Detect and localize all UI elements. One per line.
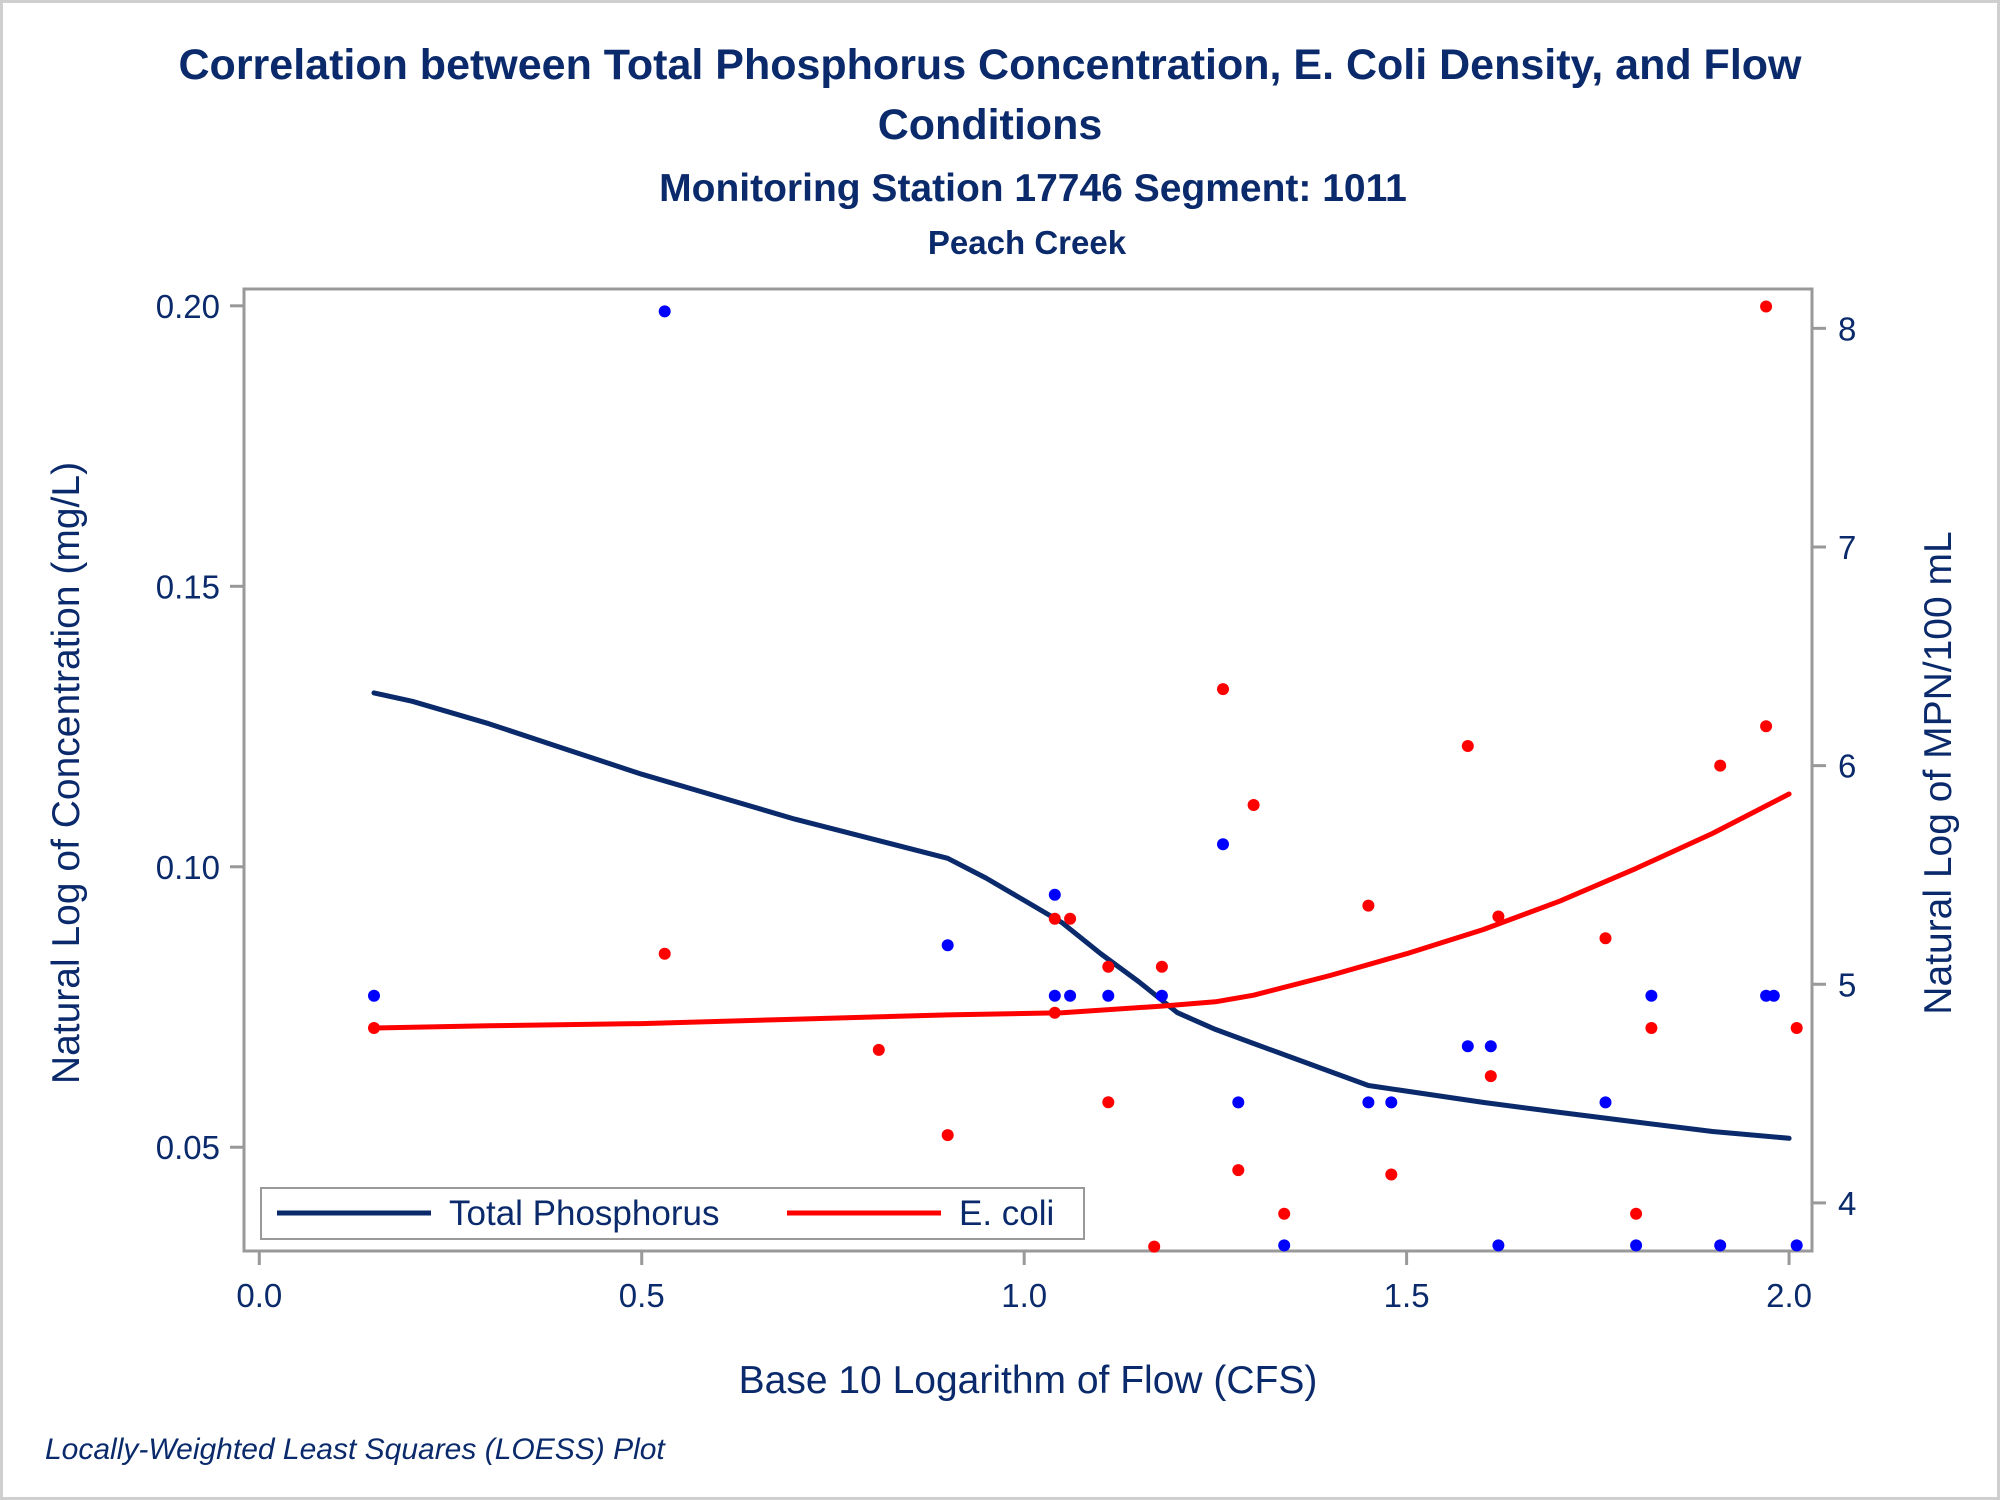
y2-tick-label: 6	[1838, 748, 1856, 785]
chart-subtitle: Monitoring Station 17746 Segment: 1011	[659, 167, 1407, 210]
ecoli-point	[1232, 1164, 1245, 1177]
ecoli-point	[1247, 799, 1260, 811]
x-axis: 0.0 0.5 1.0 1.5 2.0	[236, 1249, 1812, 1314]
plot-frame	[242, 287, 1814, 1253]
chart-title-line-1: Correlation between Total Phosphorus Con…	[179, 41, 1803, 89]
legend: Total Phosphorus E. coli	[260, 1187, 1085, 1240]
ecoli-point	[1645, 1022, 1658, 1034]
ecoli-point	[1760, 300, 1773, 313]
y-tick-label: 0.05	[156, 1129, 220, 1166]
ecoli-point	[1790, 1022, 1803, 1034]
x-tick-label: 1.5	[1384, 1277, 1430, 1314]
y2-tick-label: 7	[1838, 529, 1856, 566]
y-tick-label: 0.20	[156, 288, 220, 325]
legend-label-phosphorus: Total Phosphorus	[449, 1194, 719, 1233]
phosphorus-point	[368, 989, 380, 1002]
phosphorus-point	[1599, 1096, 1612, 1109]
phosphorus-point	[1630, 1239, 1643, 1252]
ecoli-point	[1148, 1240, 1161, 1253]
phosphorus-point	[941, 939, 954, 952]
phosphorus-point	[1232, 1096, 1245, 1109]
phosphorus-point	[658, 305, 671, 318]
phosphorus-point	[1217, 838, 1229, 851]
ecoli-point	[1492, 910, 1505, 923]
chart-svg: Correlation between Total Phosphorus Con…	[45, 41, 1960, 1466]
ecoli-point	[658, 947, 671, 960]
phosphorus-point	[1461, 1040, 1474, 1053]
legend-box	[260, 1187, 1085, 1240]
ecoli-point	[1362, 899, 1375, 912]
phosphorus-loess-line	[371, 690, 1792, 1141]
phosphorus-point	[1278, 1239, 1291, 1252]
chart-title-line-2: Conditions	[878, 101, 1103, 149]
phosphorus-point	[1155, 989, 1168, 1002]
phosphorus-point	[1645, 989, 1658, 1002]
ecoli-point	[1461, 740, 1474, 752]
phosphorus-point	[1048, 989, 1061, 1002]
x-axis-title: Base 10 Logarithm of Flow (CFS)	[739, 1359, 1318, 1402]
phosphorus-point	[1492, 1239, 1505, 1252]
ecoli-point	[1064, 912, 1077, 925]
ecoli-point	[1760, 720, 1773, 733]
y-tick-label: 0.15	[156, 568, 220, 605]
x-tick-label: 1.0	[1001, 1277, 1047, 1314]
phosphorus-point	[1484, 1040, 1497, 1053]
ecoli-point	[1155, 960, 1168, 973]
phosphorus-point	[1790, 1239, 1803, 1252]
ecoli-point	[1048, 912, 1061, 925]
phosphorus-point	[1385, 1096, 1398, 1109]
y2-tick-label: 8	[1838, 310, 1856, 347]
series-layer	[368, 300, 1803, 1253]
ecoli-loess-line	[371, 791, 1792, 1031]
y-axis-title: Natural Log of Concentration (mg/L)	[45, 462, 88, 1084]
ecoli-point	[1599, 932, 1612, 945]
x-tick-label: 0.0	[236, 1277, 282, 1314]
ecoli-point	[1278, 1207, 1291, 1220]
ecoli-point	[1484, 1070, 1497, 1083]
ecoli-point	[1630, 1207, 1643, 1220]
phosphorus-point	[1048, 888, 1061, 901]
ecoli-point	[1385, 1168, 1398, 1181]
legend-label-ecoli: E. coli	[959, 1194, 1054, 1233]
chart-subtitle-2: Peach Creek	[928, 224, 1127, 261]
ecoli-point	[1102, 960, 1115, 973]
y-axis-right: 4 5 6 7 8	[1812, 310, 1856, 1222]
footnote: Locally-Weighted Least Squares (LOESS) P…	[45, 1433, 666, 1466]
ecoli-point	[1048, 1006, 1061, 1019]
phosphorus-point	[1714, 1239, 1727, 1252]
y-axis-left: 0.05 0.10 0.15 0.20	[156, 288, 244, 1166]
phosphorus-point	[1362, 1096, 1375, 1109]
ecoli-point	[941, 1129, 954, 1142]
phosphorus-point	[1767, 989, 1780, 1002]
ecoli-point	[368, 1022, 380, 1034]
ecoli-point	[1102, 1096, 1115, 1109]
ecoli-point	[872, 1043, 885, 1056]
ecoli-point	[1714, 759, 1727, 772]
phosphorus-point	[1102, 989, 1115, 1002]
y2-axis-title: Natural Log of MPN/100 mL	[1917, 531, 1960, 1014]
x-tick-label: 2.0	[1766, 1277, 1812, 1314]
y-tick-label: 0.10	[156, 849, 220, 886]
phosphorus-point	[1064, 989, 1077, 1002]
y2-tick-label: 5	[1838, 966, 1856, 1003]
ecoli-point	[1217, 683, 1229, 696]
y2-tick-label: 4	[1838, 1185, 1856, 1222]
x-tick-label: 0.5	[619, 1277, 665, 1314]
